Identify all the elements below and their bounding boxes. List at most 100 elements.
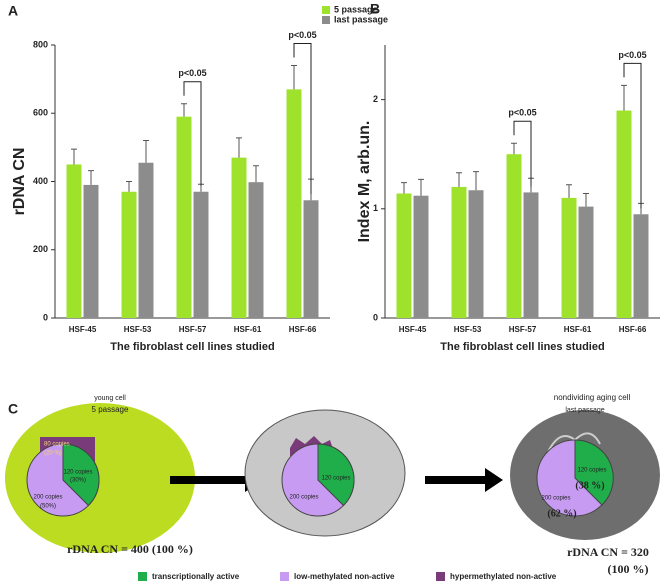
x-tick-label: HSF-53 (454, 325, 482, 334)
x-tick-label: HSF-45 (399, 325, 427, 334)
error-bar (511, 142, 517, 155)
bar (523, 192, 539, 318)
significance-bracket (293, 42, 312, 195)
total: rDNA CN = 400 (100 %) (67, 542, 193, 556)
error-bar (253, 165, 259, 183)
label: 80 copies (44, 442, 70, 448)
legend-label: low-methylated non-active (294, 572, 395, 581)
legend-swatch (138, 572, 147, 581)
annotation: p<0.05 (178, 68, 206, 78)
error-bar (143, 140, 149, 163)
x-tick-label: HSF-61 (234, 325, 262, 334)
legend-swatch (280, 572, 289, 581)
label: 120 copies (63, 470, 92, 476)
total: rDNA CN = 320 (567, 545, 649, 559)
error-bar (291, 64, 297, 90)
error-bar (181, 103, 187, 117)
y-tick-label: 800 (33, 39, 48, 49)
significance-bracket (513, 120, 532, 187)
significance-bracket (183, 81, 202, 186)
legend-swatch (322, 16, 330, 24)
bar (633, 214, 649, 318)
label: (50%) (40, 504, 56, 510)
x-axis-label: The fibroblast cell lines studied (110, 341, 274, 353)
legend-swatch (436, 572, 445, 581)
y-axis-label: rDNA CN (11, 148, 28, 216)
error-bar (401, 182, 407, 194)
bar (506, 154, 522, 318)
bar (193, 191, 209, 318)
cell-title: nondividing aging cell (554, 393, 631, 402)
label: (38 %) (575, 480, 604, 491)
error-bar (236, 137, 242, 158)
label: (62 %) (547, 508, 576, 519)
label: (30%) (70, 478, 86, 484)
error-bar (566, 184, 572, 198)
panel-c: C young cell 5 passage 80 copies (20 %) … (5, 393, 660, 581)
x-tick-label: HSF-66 (619, 325, 647, 334)
label: 120 copies (321, 476, 350, 482)
panel-letter: A (8, 3, 18, 19)
error-bar (418, 178, 424, 196)
error-bar (456, 172, 462, 187)
bar (121, 191, 137, 318)
bar (561, 197, 577, 318)
legend-swatch (322, 6, 330, 14)
cell-title: young cell (94, 395, 126, 402)
error-bar (473, 171, 479, 191)
label: (20 %) (44, 451, 62, 457)
error-bar (88, 170, 94, 185)
significance-bracket (623, 62, 642, 209)
annotation: p<0.05 (618, 50, 646, 60)
bar (616, 110, 632, 319)
x-tick-label: HSF-61 (564, 325, 592, 334)
bar (83, 184, 99, 318)
y-tick-label: 2 (373, 94, 378, 104)
total: (100 %) (608, 562, 649, 576)
bar (303, 200, 319, 318)
y-tick-label: 0 (43, 312, 48, 322)
cell-subtitle: last passage (565, 407, 604, 414)
legend-label: last passage (334, 14, 388, 24)
legend-label: transcriptionally active (152, 572, 240, 581)
x-tick-label: HSF-45 (69, 325, 97, 334)
annotation: p<0.05 (288, 30, 316, 40)
panel-letter: C (8, 401, 18, 417)
bar (286, 89, 302, 318)
bar (413, 195, 429, 318)
pie-active (62, 443, 100, 507)
x-tick-label: HSF-53 (124, 325, 152, 334)
bar (396, 193, 412, 318)
pie-active (317, 443, 355, 507)
x-tick-label: HSF-57 (509, 325, 537, 334)
error-bar (71, 148, 77, 165)
panel-letter: B (370, 1, 380, 17)
error-bar (126, 181, 132, 192)
label: 120 copies (577, 468, 606, 474)
bar (578, 206, 594, 318)
bar (451, 186, 467, 318)
label: 200 copies (33, 495, 62, 501)
label: 200 copies (541, 496, 570, 502)
legend-label: hypermethylated non-active (450, 572, 557, 581)
y-tick-label: 1 (373, 203, 378, 213)
bar (138, 162, 154, 318)
legend-label: 5 passage (334, 4, 378, 14)
x-tick-label: HSF-66 (289, 325, 317, 334)
pie-active (574, 439, 614, 506)
bar (468, 190, 484, 318)
bar (231, 157, 247, 318)
y-tick-label: 600 (33, 108, 48, 118)
bar (248, 182, 264, 318)
x-tick-label: HSF-57 (179, 325, 207, 334)
arrow (170, 468, 263, 492)
y-axis-label: Index M, arb.un. (356, 121, 373, 243)
error-bar (621, 84, 627, 111)
error-bar (583, 193, 589, 207)
arrow (425, 468, 503, 492)
label: 200 copies (289, 495, 318, 501)
annotation: p<0.05 (508, 108, 536, 118)
y-tick-label: 400 (33, 176, 48, 186)
y-tick-label: 200 (33, 244, 48, 254)
